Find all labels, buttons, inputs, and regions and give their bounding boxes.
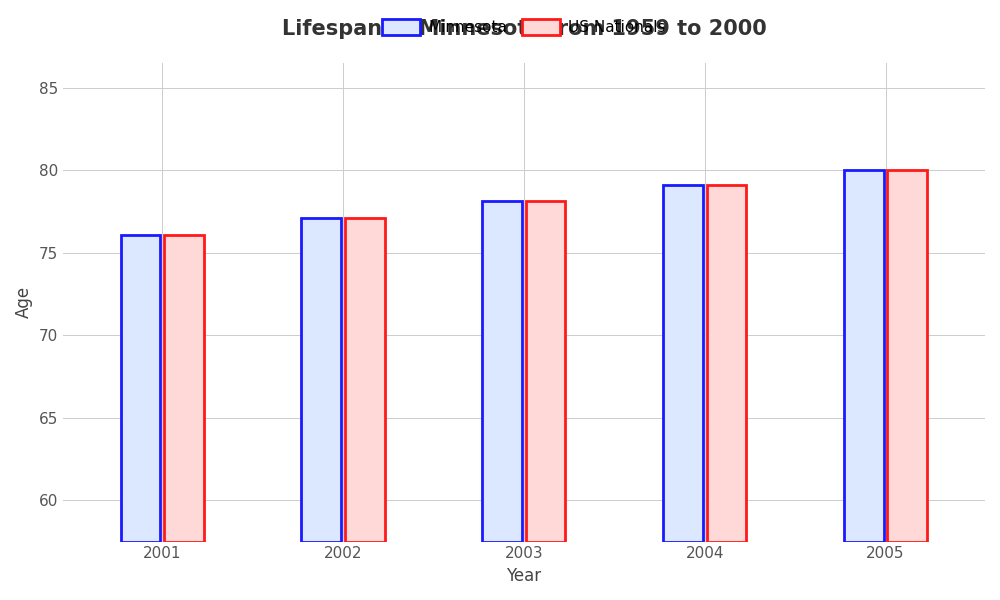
- X-axis label: Year: Year: [506, 567, 541, 585]
- Bar: [345, 218, 385, 542]
- Bar: [844, 170, 884, 542]
- Bar: [887, 170, 927, 542]
- Bar: [707, 185, 746, 542]
- Bar: [663, 185, 703, 542]
- Legend: Minnesota, US Nationals: Minnesota, US Nationals: [376, 13, 672, 41]
- Bar: [301, 218, 341, 542]
- Bar: [164, 235, 204, 542]
- Y-axis label: Age: Age: [15, 286, 33, 318]
- Bar: [526, 202, 565, 542]
- Bar: [482, 202, 522, 542]
- Bar: [121, 235, 160, 542]
- Title: Lifespan in Minnesota from 1959 to 2000: Lifespan in Minnesota from 1959 to 2000: [282, 19, 766, 39]
